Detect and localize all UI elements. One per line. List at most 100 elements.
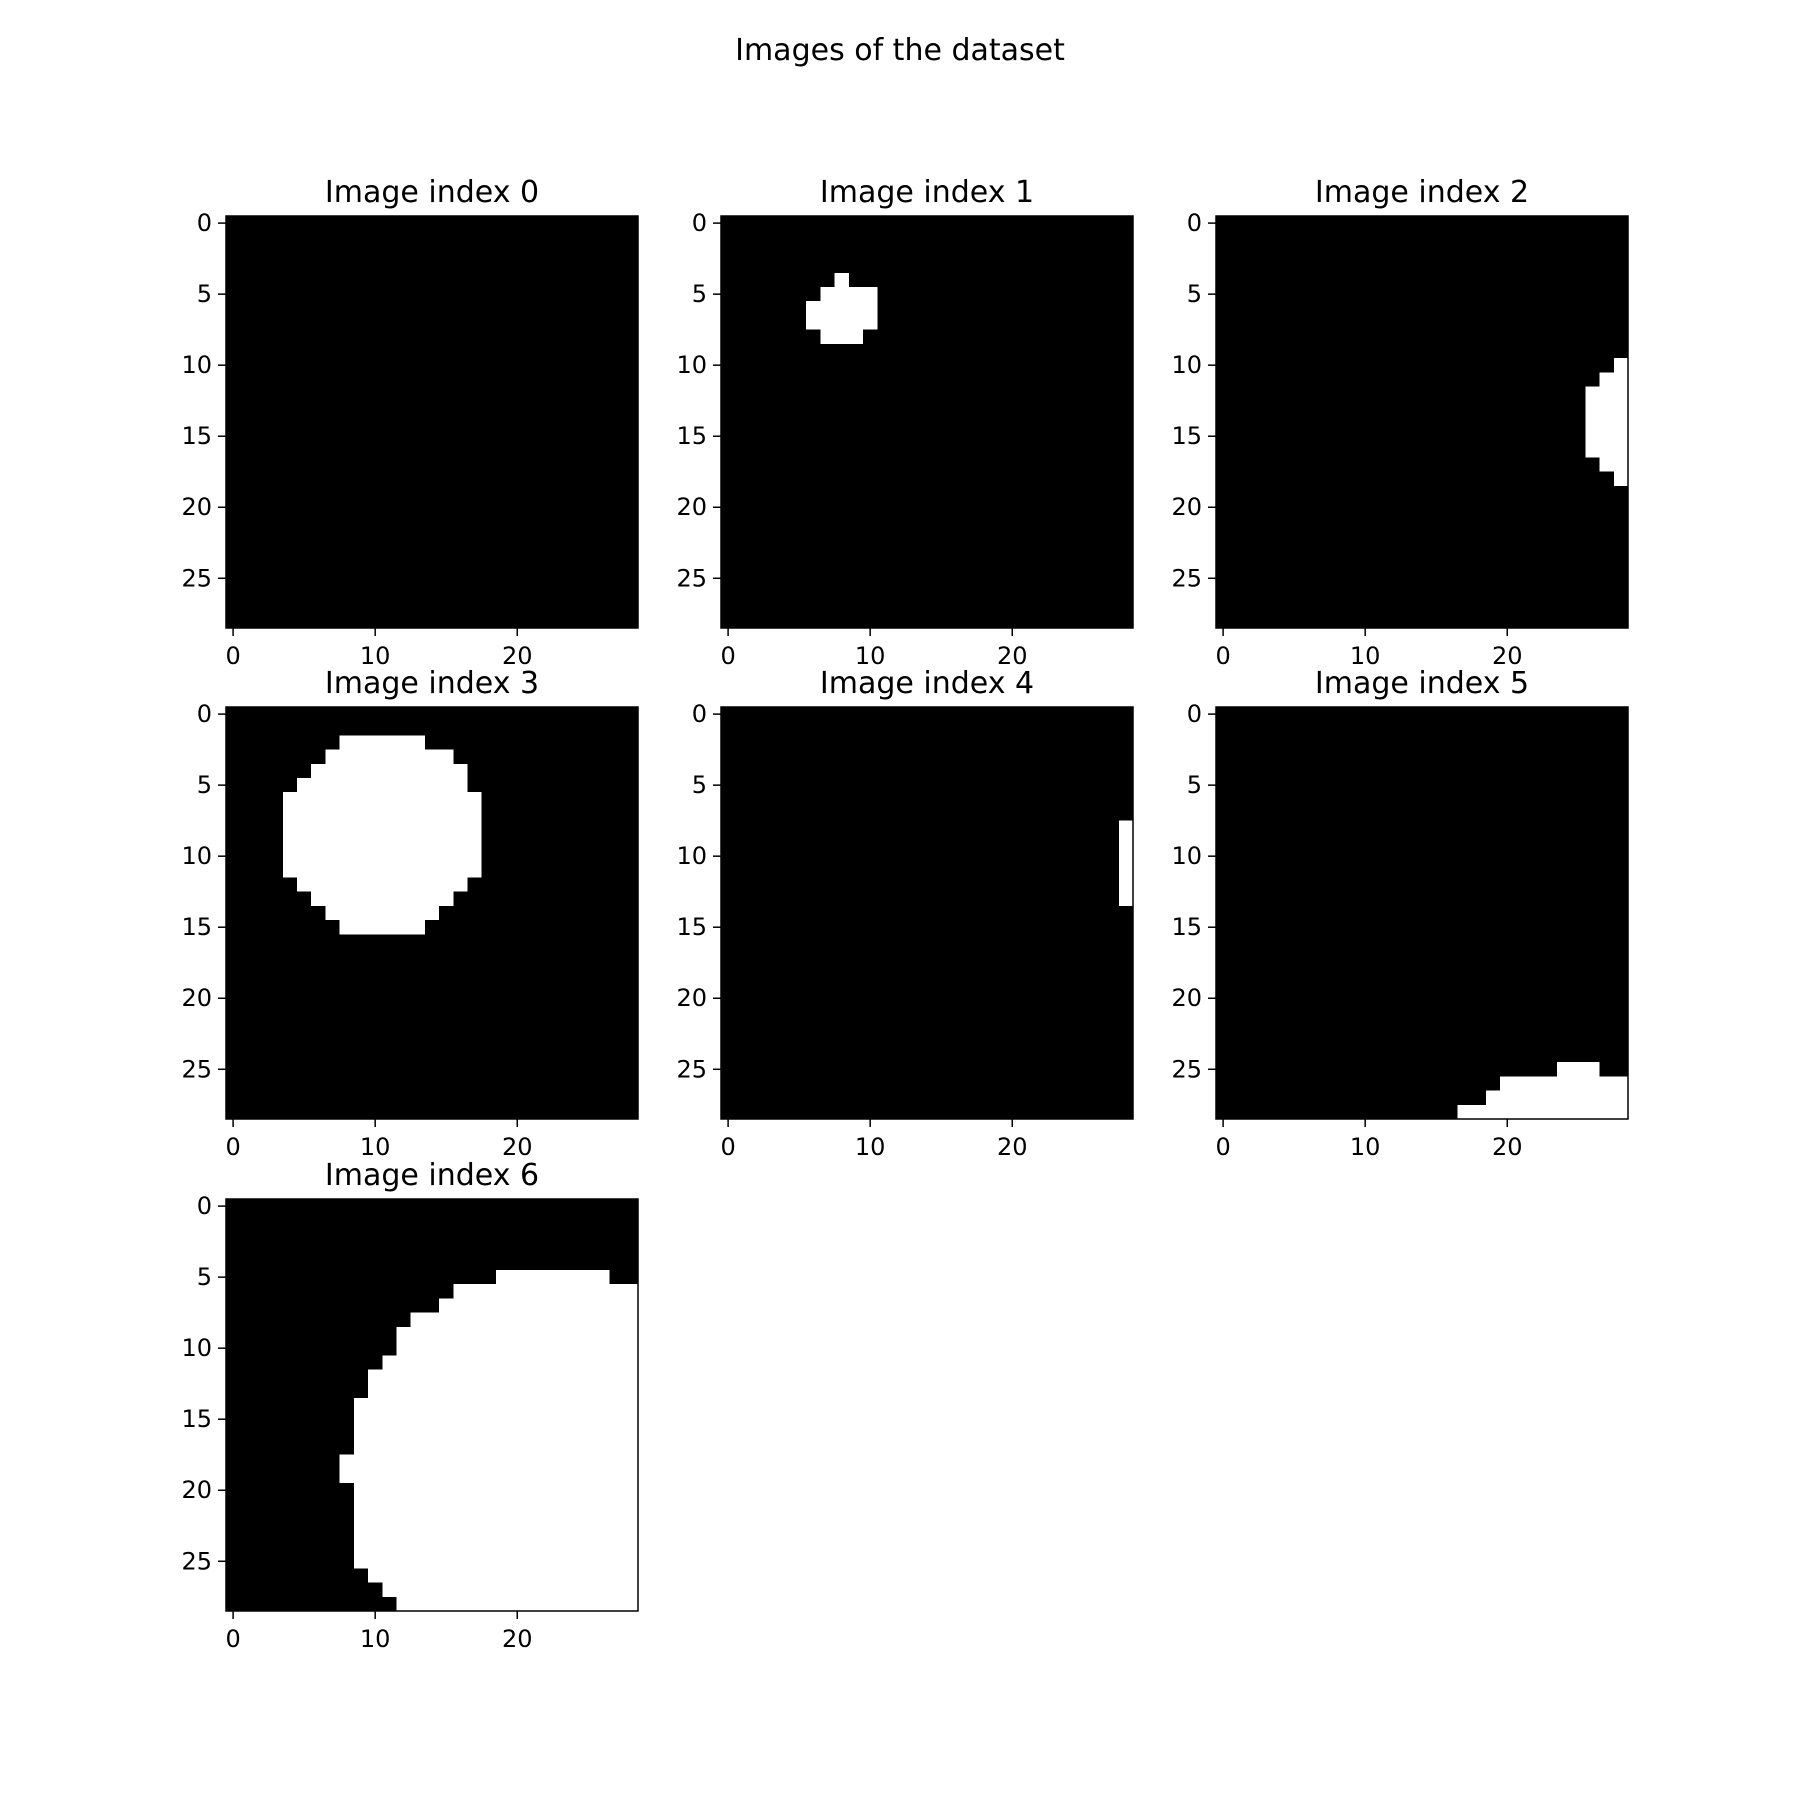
y-tick-label: 20 bbox=[1171, 984, 1202, 1012]
white-pixel-run bbox=[1599, 457, 1628, 472]
white-pixel-run bbox=[396, 1341, 638, 1356]
y-tick-label: 0 bbox=[1187, 700, 1202, 728]
white-pixel-run bbox=[1118, 820, 1133, 835]
y-tick-label: 20 bbox=[181, 984, 212, 1012]
x-tick-label: 10 bbox=[360, 1625, 391, 1653]
y-tick-label: 10 bbox=[181, 1334, 212, 1362]
subplot-title: Image index 3 bbox=[325, 666, 539, 701]
y-tick-label: 15 bbox=[676, 422, 707, 450]
y-tick-label: 25 bbox=[181, 1547, 212, 1575]
image-background bbox=[1216, 707, 1628, 1119]
image-background bbox=[721, 707, 1133, 1119]
y-tick-label: 5 bbox=[197, 771, 212, 799]
white-pixel-run bbox=[1118, 849, 1133, 864]
y-tick-label: 25 bbox=[181, 564, 212, 592]
white-pixel-run bbox=[282, 863, 482, 878]
white-pixel-run bbox=[1118, 891, 1133, 906]
x-tick-label: 20 bbox=[502, 1133, 533, 1161]
white-pixel-run bbox=[339, 920, 425, 935]
axes-frame bbox=[720, 706, 1134, 1120]
white-pixel-run bbox=[1585, 414, 1628, 430]
x-tick-label: 10 bbox=[1350, 1133, 1381, 1161]
white-pixel-run bbox=[368, 1369, 638, 1384]
white-pixel-run bbox=[453, 1284, 638, 1299]
white-pixel-run bbox=[368, 1568, 638, 1583]
y-tick-label: 15 bbox=[181, 913, 212, 941]
subplot-title: Image index 1 bbox=[820, 175, 1034, 210]
white-pixel-run bbox=[325, 749, 454, 764]
white-pixel-run bbox=[353, 1511, 638, 1526]
subplot-6: Image index 6 0 5 10 15 20 25 0 10 20 bbox=[181, 1158, 639, 1653]
white-pixel-run bbox=[439, 1298, 638, 1313]
subplot-0: Image index 0 0 5 10 15 20 25 0 10 20 bbox=[181, 175, 639, 670]
y-tick-label: 25 bbox=[1171, 1055, 1202, 1083]
white-pixel-run bbox=[353, 1539, 638, 1555]
white-pixel-run bbox=[339, 1468, 638, 1484]
x-tick-label: 10 bbox=[855, 1133, 886, 1161]
axes-frame bbox=[225, 1198, 639, 1612]
image-background bbox=[721, 216, 1133, 628]
y-tick-label: 10 bbox=[676, 351, 707, 379]
white-pixel-run bbox=[1613, 471, 1628, 486]
subplot-title: Image index 0 bbox=[325, 175, 539, 210]
y-tick-label: 15 bbox=[1171, 913, 1202, 941]
x-tick-label: 20 bbox=[997, 1133, 1028, 1161]
x-tick-label: 10 bbox=[360, 642, 391, 670]
y-tick-label: 5 bbox=[197, 1263, 212, 1291]
y-tick-label: 5 bbox=[197, 280, 212, 308]
y-tick-label: 0 bbox=[197, 700, 212, 728]
subplot-5: Image index 5 0 5 10 15 20 25 0 10 20 bbox=[1171, 666, 1629, 1161]
white-pixel-run bbox=[282, 792, 482, 807]
axes-frame bbox=[225, 706, 639, 1120]
white-pixel-run bbox=[396, 1326, 638, 1342]
subplot-title: Image index 4 bbox=[820, 666, 1034, 701]
x-tick-label: 0 bbox=[1215, 1133, 1230, 1161]
subplot-1: Image index 1 0 5 10 15 20 25 0 10 20 bbox=[676, 175, 1134, 670]
white-pixel-run bbox=[353, 1397, 638, 1413]
white-pixel-run bbox=[382, 1582, 638, 1597]
white-pixel-run bbox=[396, 1596, 638, 1611]
y-tick-label: 10 bbox=[676, 842, 707, 870]
x-tick-label: 20 bbox=[502, 1625, 533, 1653]
y-tick-label: 15 bbox=[181, 422, 212, 450]
white-pixel-run bbox=[353, 1525, 638, 1540]
white-pixel-run bbox=[1585, 429, 1628, 444]
white-pixel-run bbox=[820, 287, 878, 302]
white-pixel-run bbox=[353, 1426, 638, 1441]
y-tick-label: 15 bbox=[676, 913, 707, 941]
white-pixel-run bbox=[311, 763, 468, 779]
y-tick-label: 10 bbox=[1171, 351, 1202, 379]
y-tick-label: 5 bbox=[692, 280, 707, 308]
y-tick-label: 25 bbox=[676, 1055, 707, 1083]
y-tick-label: 15 bbox=[181, 1405, 212, 1433]
white-pixel-run bbox=[1118, 877, 1133, 892]
image-background bbox=[226, 216, 638, 628]
white-pixel-run bbox=[820, 329, 864, 344]
white-pixel-run bbox=[368, 1383, 638, 1398]
white-pixel-run bbox=[1118, 863, 1133, 878]
white-pixel-run bbox=[297, 877, 468, 892]
y-tick-label: 20 bbox=[181, 1476, 212, 1504]
y-tick-label: 15 bbox=[1171, 422, 1202, 450]
white-pixel-run bbox=[353, 1554, 638, 1569]
white-pixel-run bbox=[1585, 443, 1628, 458]
white-pixel-run bbox=[410, 1312, 638, 1327]
y-tick-label: 25 bbox=[1171, 564, 1202, 592]
white-pixel-run bbox=[1585, 400, 1628, 415]
y-tick-label: 10 bbox=[181, 842, 212, 870]
x-tick-label: 20 bbox=[1492, 1133, 1523, 1161]
x-tick-label: 20 bbox=[502, 642, 533, 670]
white-pixel-run bbox=[834, 272, 849, 288]
y-tick-label: 10 bbox=[181, 351, 212, 379]
white-pixel-run bbox=[495, 1270, 610, 1285]
x-tick-label: 10 bbox=[360, 1133, 391, 1161]
white-pixel-run bbox=[282, 834, 482, 850]
x-tick-label: 10 bbox=[1350, 642, 1381, 670]
white-pixel-run bbox=[1613, 358, 1628, 373]
x-tick-label: 0 bbox=[225, 1133, 240, 1161]
subplot-title: Image index 2 bbox=[1315, 175, 1529, 210]
y-tick-label: 10 bbox=[1171, 842, 1202, 870]
x-tick-label: 10 bbox=[855, 642, 886, 670]
white-pixel-run bbox=[353, 1497, 638, 1512]
